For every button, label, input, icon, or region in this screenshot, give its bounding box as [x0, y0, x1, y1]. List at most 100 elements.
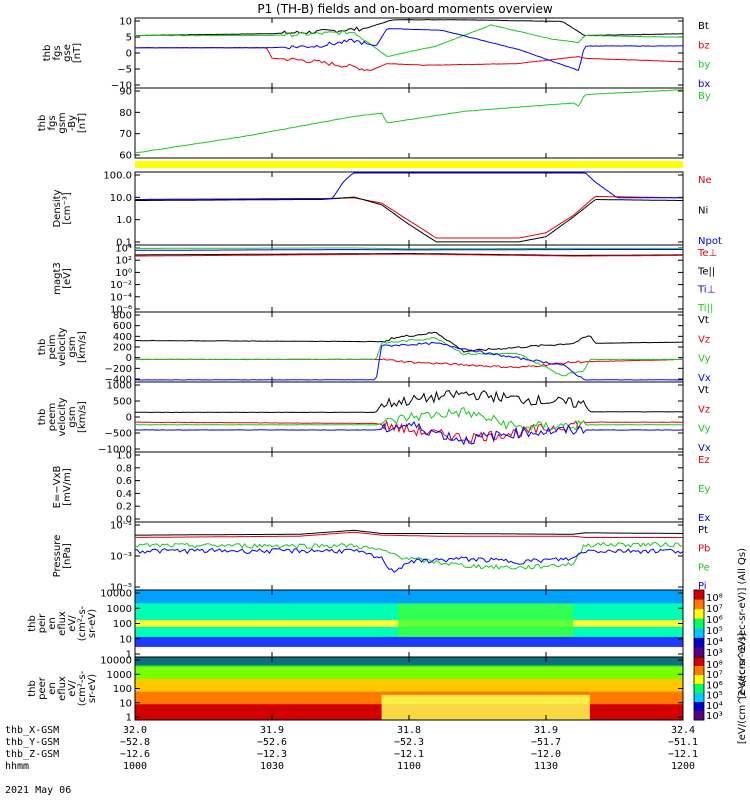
- series-line-Vx: [135, 341, 683, 381]
- series-line-Ne: [135, 195, 683, 239]
- ephemeris-label: hhmm: [5, 761, 29, 772]
- y-tick-label: 1000: [107, 670, 132, 681]
- mode-bar: [135, 161, 683, 168]
- colorbar-segment: [694, 599, 704, 610]
- legend-entry: Pb: [698, 544, 710, 555]
- legend-entry: Ti||: [697, 303, 713, 314]
- spectrogram-blank: [135, 646, 683, 657]
- colorbar-segment: [694, 702, 704, 712]
- y-tick-label: 10: [119, 634, 132, 645]
- y-axis-label: [mV/m]: [62, 468, 73, 506]
- y-tick-label: 10: [119, 698, 132, 709]
- chart-title: P1 (TH-B) fields and on-board moments ov…: [257, 2, 553, 16]
- y-axis-label: peer: [37, 676, 48, 700]
- ephemeris-label: thb_Y-GSM: [5, 737, 59, 748]
- legend-entry: Ey: [698, 484, 710, 495]
- colorbar-segment: [694, 693, 704, 703]
- y-axis-label: Density: [52, 189, 63, 227]
- y-axis-label: -By: [67, 115, 78, 131]
- y-tick-label: 0: [126, 353, 132, 364]
- series-line-By: [134, 89, 684, 154]
- legend-entry: Bt: [698, 21, 709, 32]
- spectrogram-region: [381, 694, 590, 720]
- series-line-bx: [134, 28, 684, 72]
- series-line-Ti: [135, 247, 683, 250]
- colorbar-tick-label: 10⁸: [706, 660, 723, 671]
- y-axis-label: thb: [42, 45, 53, 62]
- series-line-Vz: [134, 419, 684, 443]
- y-axis-label: peir: [37, 613, 48, 633]
- y-tick-label: 10: [119, 17, 132, 28]
- series-line-Vz: [134, 358, 684, 369]
- y-axis-label: thb: [37, 115, 48, 132]
- colorbar-tick-label: 10⁴: [706, 701, 723, 712]
- legend-entry: Ni: [698, 206, 708, 217]
- y-axis-label: eflux: [57, 611, 68, 636]
- ephemeris-value: 1000: [123, 761, 147, 772]
- legend-entry: Ne: [698, 175, 712, 186]
- ephemeris-value: 32.4: [671, 725, 695, 736]
- y-axis-label: [eV]: [62, 268, 73, 289]
- date-label: 2021 May 06: [5, 785, 71, 796]
- legend-entry: Vy: [698, 354, 711, 365]
- y-axis-label: sr-eV): [87, 674, 98, 703]
- y-axis-label: eflux: [57, 676, 68, 701]
- legend-entry: Ez: [698, 455, 710, 466]
- colorbar-tick-label: 10⁵: [706, 691, 723, 702]
- series-line-Npot: [135, 172, 683, 200]
- y-axis-label: peim: [47, 334, 58, 359]
- colorbar-segment: [694, 637, 704, 648]
- y-tick-label: 0.1: [116, 238, 132, 249]
- panel-density: 100.0 10.0 1.0 0.1 Density [cm⁻³] Ne Ni Npot: [52, 171, 722, 249]
- colorbar-tick-label: 10⁴: [706, 637, 723, 648]
- y-axis-label: gsm: [67, 336, 78, 357]
- y-axis-label: gse: [62, 44, 73, 62]
- y-tick-label: 400: [113, 332, 132, 343]
- y-tick-label: 1000: [107, 604, 132, 615]
- colorbar-segment: [694, 666, 704, 676]
- colorbar-segment: [694, 711, 704, 721]
- y-axis-label: sr-eV): [87, 609, 98, 638]
- panel-frame: [134, 311, 684, 383]
- panel-peem-velocity: 1000 500 0 −500 −1000 thb peem velocity gsm [km/s…: [37, 381, 711, 456]
- colorbar-tick-label: 10⁷: [706, 604, 723, 615]
- ephemeris-value: 1100: [397, 761, 421, 772]
- legend-entry: Vx: [698, 443, 711, 454]
- series-line-Te: [135, 253, 683, 256]
- ephemeris-value: −51.7: [531, 737, 561, 748]
- y-axis-label: magt3: [52, 262, 63, 295]
- legend-entry: Te||: [697, 266, 715, 277]
- series-line-Vt: [134, 389, 684, 414]
- legend-entry: Vz: [698, 404, 710, 415]
- y-axis-label: velocity: [57, 397, 68, 436]
- panel-frame: [134, 17, 684, 89]
- y-axis-label: en: [47, 682, 58, 695]
- ephemeris-value: 31.9: [534, 725, 558, 736]
- y-tick-label: 10⁰: [115, 268, 132, 279]
- y-tick-label: 0.2: [116, 502, 132, 513]
- y-tick-label: 10⁻⁵: [110, 583, 132, 594]
- y-tick-label: 1: [126, 713, 132, 724]
- y-tick-label: 600: [113, 321, 132, 332]
- ephemeris-value: 1030: [260, 761, 284, 772]
- y-axis-label: [km/s]: [77, 331, 88, 363]
- colorbar-frame: [693, 656, 705, 721]
- y-tick-label: 100: [113, 684, 132, 695]
- colorbar-segment: [694, 609, 704, 620]
- legend-entry: Vt: [698, 385, 709, 396]
- y-axis-label: gsm: [67, 406, 78, 427]
- y-axis-label: (cm²-s-: [77, 605, 88, 641]
- legend-entry: By: [698, 91, 711, 102]
- y-tick-label: 100.0: [103, 171, 132, 182]
- colorbar-tick-label: 10⁷: [706, 670, 723, 681]
- y-tick-label: 0: [126, 413, 132, 424]
- legend-entry: bz: [698, 40, 710, 51]
- legend-entry: Vz: [698, 334, 710, 345]
- y-axis-label: [nT]: [77, 113, 88, 133]
- ephemeris-value: −12.1: [394, 749, 424, 760]
- panel-fgs-gsm: 90 80 70 60 thb fgs gsm -By [nT] By: [37, 87, 711, 162]
- colorbar-segment: [694, 628, 704, 639]
